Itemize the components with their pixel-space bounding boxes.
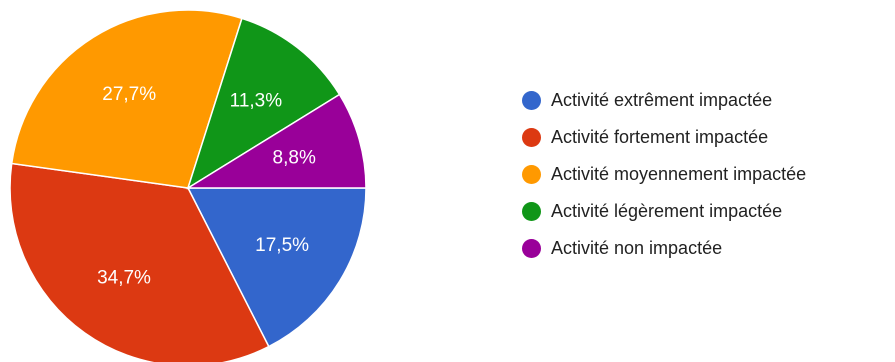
legend-item-non-impactee[interactable]: Activité non impactée (522, 230, 806, 267)
pie-slice[interactable] (186, 187, 367, 348)
slice-percent-label: 8,8% (273, 147, 316, 168)
legend-label: Activité extrêment impactée (551, 90, 773, 110)
legend-swatch (522, 91, 541, 110)
legend-swatch (522, 239, 541, 258)
slice-percent-label: 34,7% (97, 267, 151, 288)
legend-item-legerement[interactable]: Activité légèrement impactée (522, 193, 806, 230)
legend-item-moyennement[interactable]: Activité moyennement impactée (522, 156, 806, 193)
legend-label: Activité moyennement impactée (551, 164, 807, 184)
legend-swatch (522, 128, 541, 147)
pie-slices (9, 9, 367, 362)
legend-label: Activité non impactée (551, 238, 723, 258)
legend-label: Activité fortement impactée (551, 127, 769, 147)
pie-slice[interactable] (9, 162, 270, 362)
legend-swatch (522, 202, 541, 221)
pie-slice[interactable] (185, 93, 367, 189)
legend-item-extremement[interactable]: Activité extrêment impactée (522, 82, 806, 119)
chart-legend: Activité extrêment impactée Activité for… (522, 82, 806, 267)
slice-percent-label: 17,5% (255, 235, 309, 256)
legend-label: Activité légèrement impactée (551, 201, 783, 221)
slice-labels: 17,5% 34,7% 27,7% 11,3% 8,8% (97, 84, 316, 288)
slice-percent-label: 11,3% (230, 91, 283, 112)
legend-item-fortement[interactable]: Activité fortement impactée (522, 119, 806, 156)
legend-swatch (522, 165, 541, 184)
slice-percent-label: 27,7% (102, 84, 156, 105)
pie-slice[interactable] (186, 17, 341, 190)
pie-slice[interactable] (10, 9, 243, 189)
